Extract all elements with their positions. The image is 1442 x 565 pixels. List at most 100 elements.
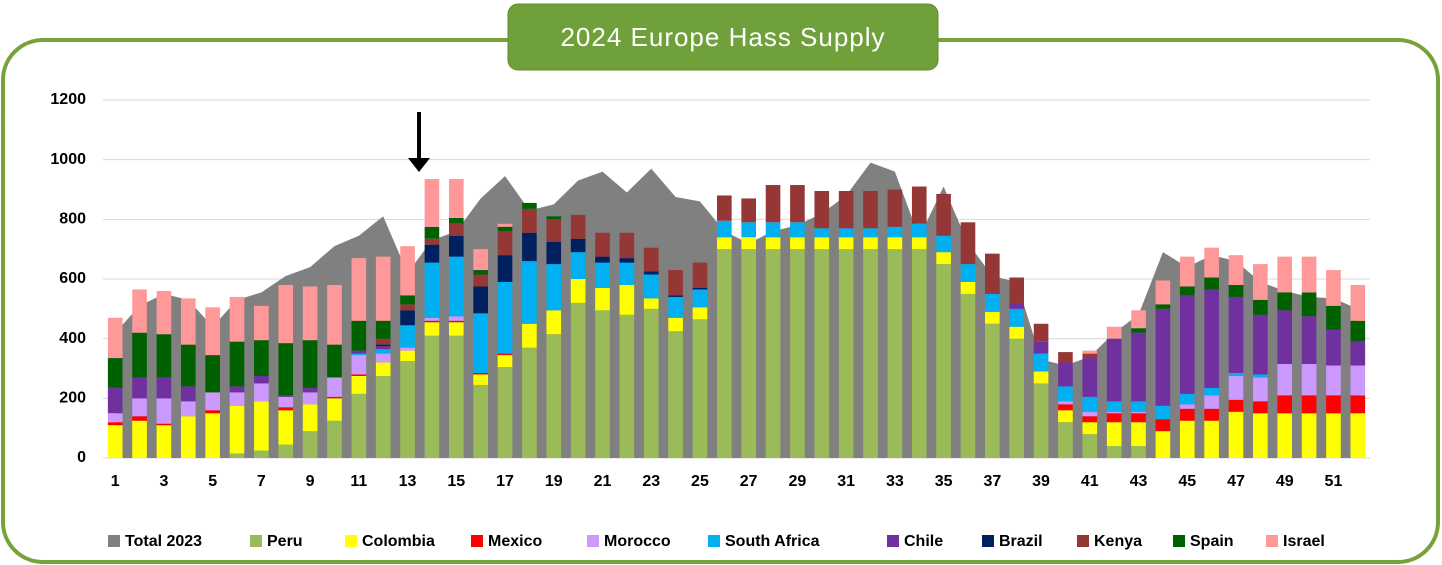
- bar-segment: [1106, 413, 1122, 423]
- bar-segment: [1131, 310, 1146, 329]
- bar-segment: [107, 317, 123, 359]
- bar-segment: [1082, 416, 1098, 423]
- bar-segment: [229, 341, 245, 387]
- bar-segment: [522, 208, 537, 233]
- bar-segment: [1326, 395, 1341, 414]
- bar-segment: [1204, 395, 1219, 409]
- bar-segment: [107, 422, 123, 426]
- bar-segment: [1179, 286, 1195, 296]
- bar-segment: [497, 223, 513, 227]
- y-tick-label: 200: [59, 390, 86, 407]
- bar-segment: [838, 190, 854, 229]
- bar-segment: [1350, 365, 1366, 396]
- bar-segment: [960, 222, 976, 265]
- bar-segment: [1301, 413, 1317, 458]
- bar-segment: [497, 367, 513, 458]
- bar-segment: [960, 293, 976, 458]
- bar-segment: [1009, 326, 1025, 339]
- bar-segment: [278, 407, 294, 411]
- bar-segment: [619, 262, 635, 285]
- bar-segment: [1204, 420, 1219, 458]
- bar-segment: [741, 198, 756, 223]
- bar-segment: [497, 226, 513, 232]
- bar-segment: [375, 353, 391, 363]
- bar-segment: [1131, 422, 1146, 447]
- bar-segment: [107, 358, 123, 388]
- bar-segment: [1301, 395, 1317, 414]
- bar-segment: [1277, 413, 1293, 458]
- bar-segment: [668, 295, 683, 297]
- bar-segment: [1131, 411, 1146, 414]
- bar-segment: [424, 179, 440, 227]
- bar-segment: [254, 375, 269, 384]
- bar-segment: [1253, 401, 1268, 414]
- bar-segment: [473, 274, 488, 287]
- bar-segment: [327, 284, 342, 345]
- bar-segment: [1155, 419, 1171, 432]
- bar-segment: [1253, 377, 1268, 402]
- x-tick-label: 47: [1227, 473, 1245, 490]
- bar-segment: [229, 392, 245, 406]
- x-tick-label: 45: [1178, 473, 1196, 490]
- bar-segment: [205, 355, 220, 393]
- x-tick-label: 19: [545, 473, 563, 490]
- bar-segment: [1058, 352, 1073, 363]
- bar-segment: [1228, 372, 1244, 376]
- bar-segment: [911, 186, 927, 224]
- bar-segment: [132, 377, 147, 399]
- bar-segment: [1082, 350, 1098, 354]
- bar-segment: [180, 344, 196, 387]
- bar-segment: [668, 331, 683, 458]
- legend-swatch: [1077, 535, 1089, 547]
- bar-segment: [1277, 364, 1293, 396]
- bar-segment: [522, 232, 537, 262]
- bar-segment: [1033, 383, 1049, 458]
- bar-segment: [1277, 310, 1293, 365]
- bar-segment: [132, 289, 147, 333]
- bar-segment: [570, 214, 586, 239]
- legend-swatch: [708, 535, 720, 547]
- bar-segment: [619, 232, 635, 259]
- bar-segment: [1179, 393, 1195, 405]
- x-tick-label: 49: [1276, 473, 1294, 490]
- bar-segment: [107, 387, 123, 414]
- bar-segment: [765, 222, 781, 238]
- bar-segment: [351, 393, 367, 458]
- bar-segment: [765, 185, 781, 223]
- bar-segment: [570, 279, 586, 303]
- bar-segment: [936, 264, 951, 458]
- x-tick-label: 23: [642, 473, 660, 490]
- bar-segment: [863, 249, 878, 458]
- bar-segment: [302, 392, 318, 405]
- bar-segment: [278, 410, 294, 445]
- bar-segment: [668, 317, 683, 332]
- bar-segment: [1155, 304, 1171, 309]
- bar-segment: [1277, 395, 1293, 414]
- bar-segment: [351, 355, 367, 375]
- y-tick-label: 1200: [50, 91, 86, 108]
- bar-segment: [1009, 308, 1025, 327]
- bar-segment: [473, 372, 488, 375]
- bar-segment: [546, 241, 562, 265]
- bar-segment: [741, 222, 756, 238]
- bar-segment: [570, 238, 586, 253]
- bar-segment: [717, 249, 732, 458]
- bar-segment: [1058, 401, 1073, 405]
- bar-segment: [1204, 277, 1219, 290]
- legend-swatch: [887, 535, 899, 547]
- bar-segment: [1253, 314, 1268, 375]
- bar-segment: [765, 237, 781, 250]
- x-tick-label: 1: [111, 473, 120, 490]
- bar-segment: [1033, 371, 1049, 384]
- bar-segment: [1155, 405, 1171, 420]
- legend-swatch: [345, 535, 357, 547]
- bar-segment: [132, 398, 147, 417]
- legend-label: Mexico: [488, 533, 542, 550]
- legend-label: Peru: [267, 533, 303, 550]
- bar-segment: [1058, 422, 1073, 458]
- bar-segment: [1033, 323, 1049, 342]
- bar-segment: [1179, 404, 1195, 409]
- bar-segment: [497, 231, 513, 256]
- bar-segment: [327, 398, 342, 421]
- bar-segment: [1301, 364, 1317, 396]
